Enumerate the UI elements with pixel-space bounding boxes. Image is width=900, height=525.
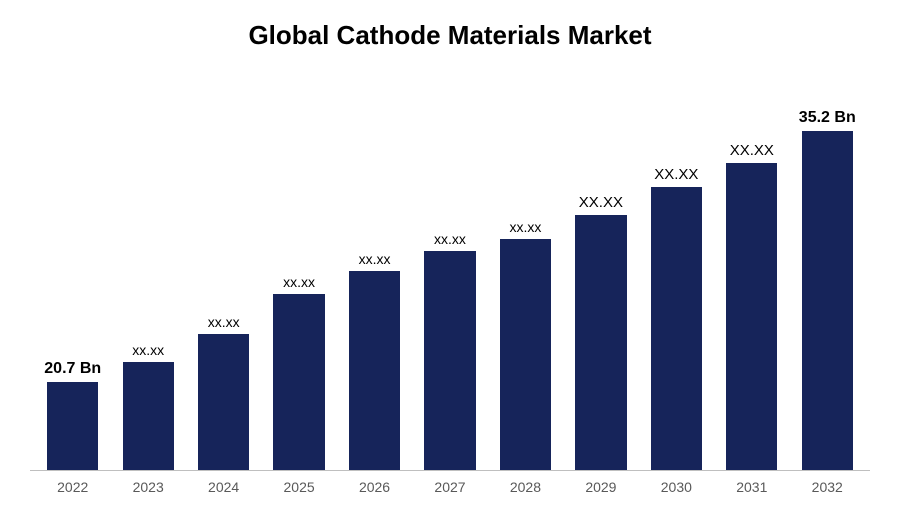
bar-value-label: xx.xx — [434, 231, 466, 247]
bar-value-label: xx.xx — [510, 219, 542, 235]
bar — [198, 334, 249, 470]
bar — [424, 251, 475, 470]
bar — [726, 163, 777, 470]
x-axis-label: 2030 — [639, 479, 714, 495]
x-axis-label: 2026 — [337, 479, 412, 495]
bar-group: xx.xx — [110, 71, 185, 470]
bar-value-label: xx.xx — [132, 342, 164, 358]
bar-value-label: 20.7 Bn — [44, 360, 101, 378]
x-axis-label: 2023 — [110, 479, 185, 495]
bar-group: xx.xx — [488, 71, 563, 470]
x-axis-label: 2022 — [35, 479, 110, 495]
bar-group: xx.xx — [337, 71, 412, 470]
bar-group: 35.2 Bn — [790, 71, 865, 470]
bar-group: XX.XX — [714, 71, 789, 470]
bar-value-label: XX.XX — [730, 142, 774, 159]
x-axis-label: 2024 — [186, 479, 261, 495]
x-axis-label: 2032 — [790, 479, 865, 495]
x-axis-label: 2029 — [563, 479, 638, 495]
bar-group: xx.xx — [261, 71, 336, 470]
bar — [500, 239, 551, 470]
bar-group: 20.7 Bn — [35, 71, 110, 470]
bar-group: xx.xx — [186, 71, 261, 470]
bar-group: xx.xx — [412, 71, 487, 470]
bar-value-label: XX.XX — [579, 194, 623, 211]
bar — [47, 382, 98, 470]
x-axis-label: 2031 — [714, 479, 789, 495]
x-axis: 2022202320242025202620272028202920302031… — [30, 471, 870, 495]
x-axis-label: 2025 — [261, 479, 336, 495]
bar-value-label: xx.xx — [208, 314, 240, 330]
bar-value-label: 35.2 Bn — [799, 109, 856, 127]
chart-title: Global Cathode Materials Market — [30, 20, 870, 51]
bar — [575, 215, 626, 470]
x-axis-label: 2027 — [412, 479, 487, 495]
bar — [349, 271, 400, 471]
bar — [273, 294, 324, 470]
bar — [802, 131, 853, 470]
bar-group: XX.XX — [563, 71, 638, 470]
bar-value-label: XX.XX — [654, 166, 698, 183]
chart-container: Global Cathode Materials Market 20.7 Bn x… — [0, 0, 900, 525]
bar — [651, 187, 702, 470]
bar-value-label: xx.xx — [283, 274, 315, 290]
bar-group: XX.XX — [639, 71, 714, 470]
plot-area: 20.7 Bn xx.xx xx.xx xx.xx xx.xx xx.xx xx.xx XX.… — [30, 71, 870, 471]
bar — [123, 362, 174, 470]
x-axis-label: 2028 — [488, 479, 563, 495]
bar-value-label: xx.xx — [359, 251, 391, 267]
